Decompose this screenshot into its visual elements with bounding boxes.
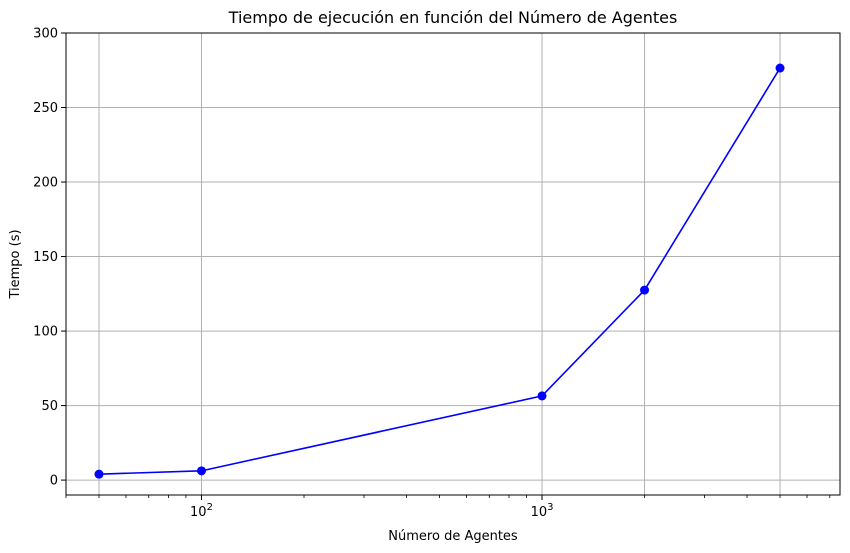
y-tick-label: 0 [50, 474, 58, 489]
y-tick-label: 250 [33, 101, 58, 116]
y-tick-label: 300 [33, 27, 58, 42]
chart-title: Tiempo de ejecución en función del Númer… [228, 8, 678, 27]
data-point [640, 285, 650, 295]
x-tick-label: 102 [190, 502, 213, 520]
ticks: 0 50 100 150 200 250 300 102 103 [33, 27, 831, 520]
y-tick-label: 200 [33, 176, 58, 191]
y-tick-label: 100 [33, 325, 58, 340]
x-tick-label: 103 [531, 502, 554, 520]
data-point [775, 63, 785, 73]
axes-frame [65, 32, 841, 496]
data-point [197, 466, 207, 476]
y-axis-label: Tiempo (s) [8, 229, 23, 299]
grid [66, 32, 840, 495]
data-point [537, 391, 547, 401]
x-axis-label: Número de Agentes [388, 529, 518, 544]
y-tick-label: 150 [33, 250, 58, 265]
series-layer [94, 63, 785, 479]
data-point [94, 469, 104, 479]
y-tick-label: 50 [41, 399, 58, 414]
